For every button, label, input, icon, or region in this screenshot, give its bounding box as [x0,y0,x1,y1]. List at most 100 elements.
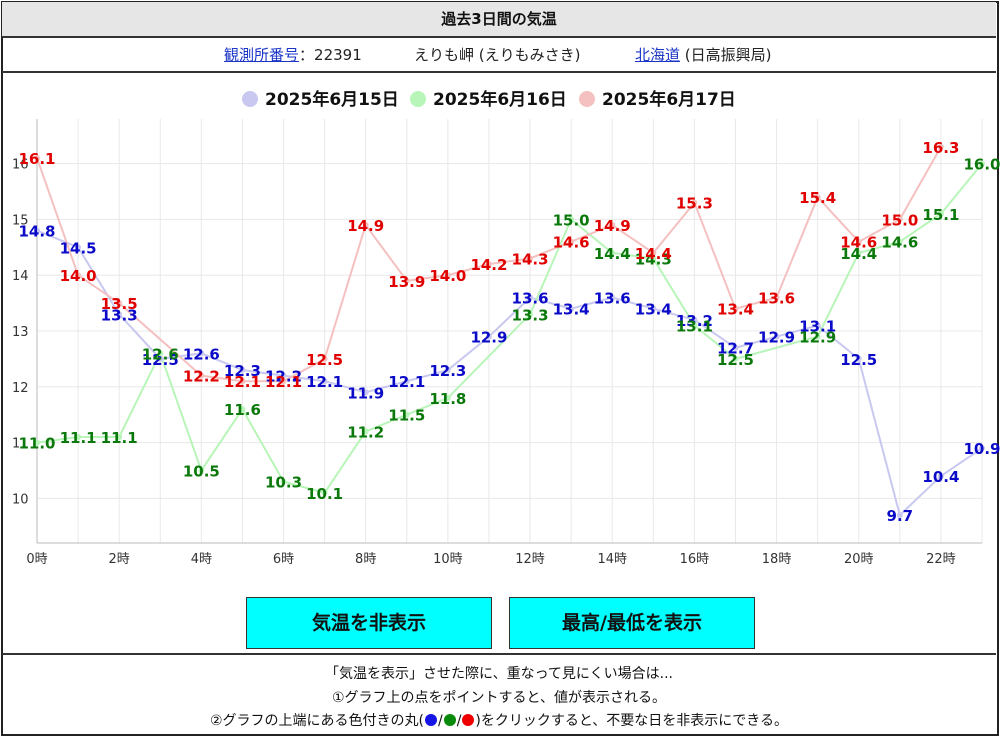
x-tick-label: 14時 [597,552,627,567]
data-point [855,355,862,362]
toggle-temp-button[interactable]: 気温を非表示 [246,597,492,649]
data-label: 14.6 [881,234,918,252]
region-link[interactable]: 北海道 [635,46,681,64]
data-label: 12.9 [470,329,507,347]
data-point [732,344,739,351]
data-label: 15.4 [799,189,836,207]
station-info-bar: 観測所番号：22391 えりも岬 (えりもみさき) 北海道 (日高振興局) [2,38,996,73]
data-point [814,322,821,329]
data-point [75,272,82,279]
data-point [321,489,328,496]
data-point [403,411,410,418]
x-tick-label: 6時 [273,552,294,567]
data-label: 13.5 [101,295,138,313]
data-label: 11.9 [347,384,384,402]
region-group: 北海道 (日高振興局) [635,38,772,72]
data-label: 10.4 [922,468,959,486]
x-tick-label: 12時 [515,552,545,567]
series-line-1 [36,229,983,517]
data-point [34,155,40,162]
y-tick-label: 13 [12,325,29,340]
data-point [691,316,698,323]
data-label: 13.3 [512,306,549,324]
data-label: 11.8 [429,390,466,408]
data-point [527,294,534,301]
data-point [34,439,40,446]
data-label: 13.1 [676,317,713,335]
data-point [814,333,821,340]
note-sep-2: / [456,713,462,729]
note-line-2: ①グラフ上の点をポイントすると、値が表示される。 [332,689,666,706]
data-label: 15.0 [881,211,918,229]
data-point [444,394,451,401]
data-point [239,378,246,385]
data-point [157,350,164,357]
x-tick-label: 2時 [109,552,130,567]
data-label: 13.4 [717,301,754,319]
show-maxmin-button[interactable]: 最高/最低を表示 [509,597,755,649]
data-point [568,216,575,223]
data-point [568,305,575,312]
data-label: 12.3 [429,362,466,380]
data-point [280,378,287,385]
data-label: 14.6 [553,234,590,252]
data-label: 11.5 [388,407,425,425]
data-label: 12.1 [388,373,425,391]
legend-dot-icon [410,91,426,107]
data-point [855,249,862,256]
region-sub: (日高振興局) [684,46,772,64]
note-line-3-pre: ②グラフの上端にある色付きの丸( [209,713,424,729]
data-point [321,355,328,362]
data-label: 13.9 [388,273,425,291]
data-point [362,222,369,228]
data-label: 14.9 [594,217,631,235]
x-tick-label: 4時 [191,552,212,567]
data-label: 16.1 [18,150,55,168]
data-label: 10.9 [963,440,1000,458]
data-label: 12.5 [717,351,754,369]
x-tick-label: 10時 [433,552,463,567]
data-label: 11.1 [60,429,97,447]
data-label: 16.3 [922,139,959,157]
temperature-chart: 10 11 12 13 14 15 16 0時 2時 4時 6時 8時 10時 12時 14時 16時 18時 2… [12,89,1001,567]
data-label: 14.2 [470,256,507,274]
data-point [116,300,123,307]
data-label: 11.6 [224,401,261,419]
data-point [75,244,82,251]
data-label: 14.0 [60,267,97,285]
station-sep: ： [299,46,315,64]
data-point [444,367,451,374]
data-point [403,277,410,284]
data-label: 11.1 [101,429,138,447]
data-label: 10.3 [265,474,302,492]
data-point [485,333,492,340]
data-label: 15.3 [676,195,713,213]
data-point [609,249,616,256]
legend-entry: 2025年6月16日 [433,89,567,110]
data-point [979,445,985,452]
legend-dot-icon [579,91,595,107]
data-point [896,216,903,223]
data-point [34,227,40,234]
note-line-1: 「気温を表示」させた際に、重なって見にくい場合は... [325,666,673,682]
data-point [116,434,123,440]
data-label: 11.0 [18,435,55,453]
station-number-link[interactable]: 観測所番号 [224,46,300,64]
data-point [814,194,821,201]
data-label: 12.6 [183,345,220,363]
green-dot-icon [443,714,456,726]
station-number-group: 観測所番号：22391 [224,38,362,72]
data-label: 14.9 [347,217,384,235]
data-point [280,372,287,379]
data-label: 13.6 [758,290,795,308]
y-tick-label: 14 [12,269,29,284]
data-label: 14.4 [635,245,672,263]
data-label: 13.2 [676,312,713,330]
data-label: 15.0 [553,211,590,229]
data-point [362,428,369,435]
data-point [75,434,82,440]
data-label: 13.6 [594,290,631,308]
data-point [239,406,246,413]
data-point [732,355,739,362]
data-point [568,238,575,245]
